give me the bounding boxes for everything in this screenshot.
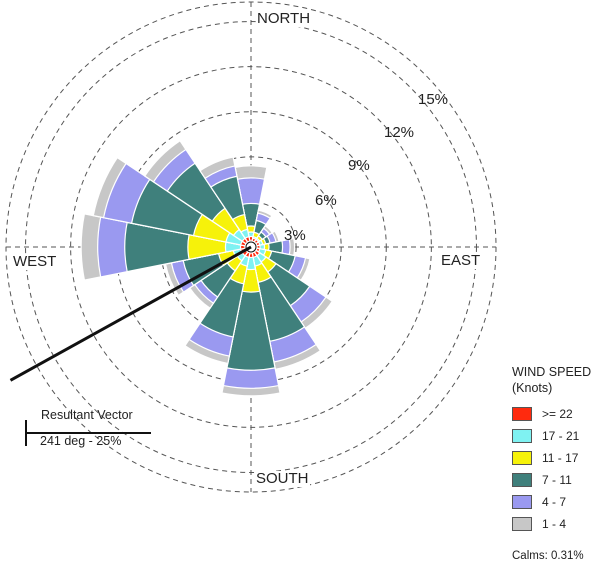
legend-swatch bbox=[512, 517, 532, 531]
west-label: WEST bbox=[12, 253, 58, 270]
ring-label-3: 3% bbox=[284, 227, 306, 244]
legend-label: >= 22 bbox=[542, 407, 573, 421]
north-label: NORTH bbox=[256, 10, 312, 27]
legend-swatch bbox=[512, 495, 532, 509]
legend-swatch bbox=[512, 451, 532, 465]
east-label: EAST bbox=[440, 252, 482, 269]
ring-label-9: 9% bbox=[348, 157, 370, 174]
legend-item: >= 22 bbox=[512, 406, 601, 424]
legend-label: 17 - 21 bbox=[542, 429, 580, 443]
legend-item: 17 - 21 bbox=[512, 428, 601, 446]
legend-swatch bbox=[512, 407, 532, 421]
legend-swatch bbox=[512, 429, 532, 443]
legend-item: 7 - 11 bbox=[512, 472, 601, 490]
legend-title-line2: (Knots) bbox=[512, 381, 553, 395]
ring-label-15: 15% bbox=[418, 91, 449, 108]
legend-title-line1: WIND SPEED bbox=[512, 365, 592, 379]
resultant-key-line bbox=[25, 432, 151, 434]
legend-item: 4 - 7 bbox=[512, 494, 601, 512]
petal-NNW-bin-0 bbox=[244, 235, 251, 243]
legend-rows: >= 22 17 - 21 11 - 17 7 - 11 4 - 7 1 - 4 bbox=[512, 406, 601, 534]
legend-label: 4 - 7 bbox=[542, 495, 567, 509]
ring-label-6: 6% bbox=[315, 192, 337, 209]
wind-petals bbox=[80, 139, 334, 397]
calms-note: Calms: 0.31% bbox=[512, 550, 584, 562]
resultant-vector-title: Resultant Vector bbox=[41, 408, 133, 422]
ring-label-12: 12% bbox=[384, 124, 415, 141]
resultant-vector-layer bbox=[9, 245, 252, 382]
legend-item: 1 - 4 bbox=[512, 516, 601, 534]
legend: WIND SPEED (Knots) >= 22 17 - 21 11 - 17 7 … bbox=[512, 364, 601, 534]
resultant-vector-line bbox=[9, 245, 252, 382]
south-label: SOUTH bbox=[255, 470, 310, 487]
resultant-vector-value: 241 deg - 25% bbox=[40, 434, 122, 448]
legend-label: 7 - 11 bbox=[542, 473, 572, 487]
legend-title: WIND SPEED (Knots) bbox=[512, 364, 601, 396]
legend-swatch bbox=[512, 473, 532, 487]
legend-item: 11 - 17 bbox=[512, 450, 601, 468]
legend-label: 1 - 4 bbox=[542, 517, 567, 531]
legend-label: 11 - 17 bbox=[542, 451, 579, 465]
